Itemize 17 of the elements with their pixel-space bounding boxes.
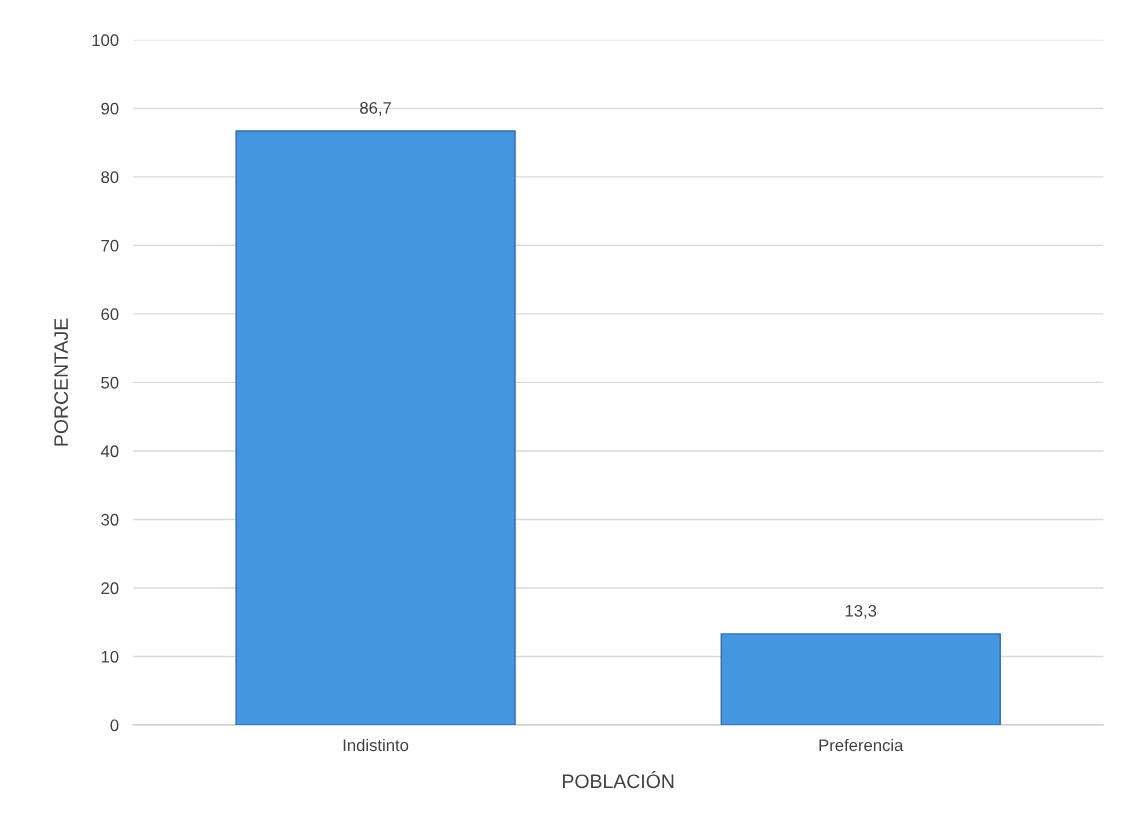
y-tick-label: 60 — [101, 308, 119, 321]
y-tick-label: 100 — [92, 34, 119, 47]
data-label: 13,3 — [845, 604, 877, 619]
y-tick-label: 30 — [101, 513, 119, 526]
y-tick-label: 40 — [100, 445, 119, 458]
data-label: 86,7 — [360, 101, 391, 116]
y-tick-label: 90 — [101, 102, 119, 115]
y-tick-label: 10 — [101, 650, 119, 663]
y-tick-label: 20 — [101, 582, 119, 595]
x-tick-label: Indistinto — [343, 738, 409, 752]
y-axis-title: PORCENTAJE — [54, 318, 68, 446]
y-tick-label: 50 — [101, 376, 119, 389]
y-tick-label: 80 — [101, 171, 119, 184]
y-tick-label: 0 — [110, 719, 119, 732]
x-axis-title: POBLACIÓN — [563, 771, 674, 789]
y-tick-label: 70 — [101, 239, 119, 252]
x-tick-label: Preferencia — [819, 738, 904, 752]
